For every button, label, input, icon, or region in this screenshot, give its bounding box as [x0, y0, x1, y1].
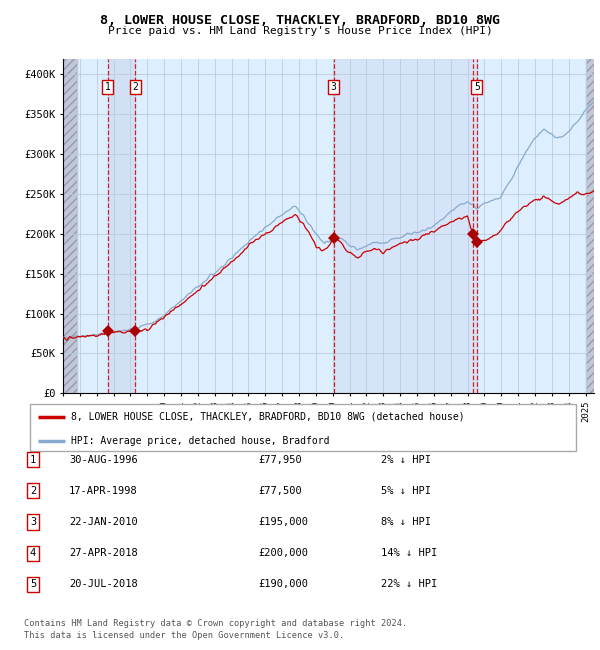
Text: £77,500: £77,500 — [258, 486, 302, 496]
Text: Price paid vs. HM Land Registry's House Price Index (HPI): Price paid vs. HM Land Registry's House … — [107, 26, 493, 36]
Bar — [63, 58, 77, 393]
Text: 3: 3 — [331, 82, 337, 92]
Text: 8, LOWER HOUSE CLOSE, THACKLEY, BRADFORD, BD10 8WG (detached house): 8, LOWER HOUSE CLOSE, THACKLEY, BRADFORD… — [71, 411, 464, 422]
Text: 3: 3 — [30, 517, 36, 527]
Text: 27-APR-2018: 27-APR-2018 — [69, 548, 138, 558]
Text: 2% ↓ HPI: 2% ↓ HPI — [381, 454, 431, 465]
Text: 2: 2 — [133, 82, 138, 92]
Bar — [108, 58, 136, 393]
Text: 8, LOWER HOUSE CLOSE, THACKLEY, BRADFORD, BD10 8WG: 8, LOWER HOUSE CLOSE, THACKLEY, BRADFORD… — [100, 14, 500, 27]
Bar — [586, 58, 594, 393]
Bar — [63, 58, 77, 393]
Text: 4: 4 — [30, 548, 36, 558]
Text: 14% ↓ HPI: 14% ↓ HPI — [381, 548, 437, 558]
Text: 5% ↓ HPI: 5% ↓ HPI — [381, 486, 431, 496]
Text: 22% ↓ HPI: 22% ↓ HPI — [381, 579, 437, 590]
Text: £195,000: £195,000 — [258, 517, 308, 527]
Text: Contains HM Land Registry data © Crown copyright and database right 2024.: Contains HM Land Registry data © Crown c… — [24, 619, 407, 628]
Text: 1: 1 — [105, 82, 111, 92]
Text: 1: 1 — [30, 454, 36, 465]
FancyBboxPatch shape — [30, 404, 576, 451]
Text: £77,950: £77,950 — [258, 454, 302, 465]
Bar — [334, 58, 477, 393]
Text: £190,000: £190,000 — [258, 579, 308, 590]
Text: 8% ↓ HPI: 8% ↓ HPI — [381, 517, 431, 527]
Text: 5: 5 — [474, 82, 480, 92]
Text: 30-AUG-1996: 30-AUG-1996 — [69, 454, 138, 465]
Text: HPI: Average price, detached house, Bradford: HPI: Average price, detached house, Brad… — [71, 436, 329, 446]
Text: This data is licensed under the Open Government Licence v3.0.: This data is licensed under the Open Gov… — [24, 630, 344, 640]
Text: 22-JAN-2010: 22-JAN-2010 — [69, 517, 138, 527]
Text: £200,000: £200,000 — [258, 548, 308, 558]
Bar — [586, 58, 594, 393]
Text: 17-APR-1998: 17-APR-1998 — [69, 486, 138, 496]
Text: 2: 2 — [30, 486, 36, 496]
Text: 5: 5 — [30, 579, 36, 590]
Text: 20-JUL-2018: 20-JUL-2018 — [69, 579, 138, 590]
